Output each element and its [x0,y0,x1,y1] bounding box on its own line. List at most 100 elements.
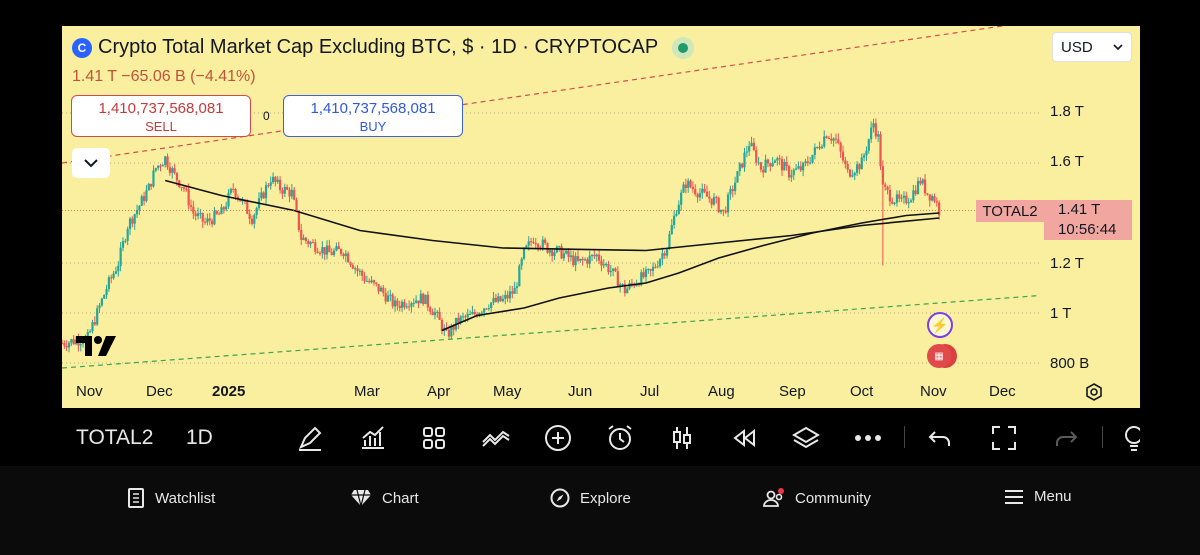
candle-down [919,180,922,184]
layers-icon[interactable] [790,422,822,454]
candle-up [757,162,760,164]
sell-button[interactable]: 1,410,737,568,081 SELL [71,95,251,137]
candle-up [386,295,390,302]
more-icon[interactable] [852,422,884,454]
ma-short-line [441,212,940,332]
candle-up [335,246,338,251]
candle-up [558,246,561,248]
us-event-flag-icon[interactable]: ▦ [927,344,951,368]
alert-clock-icon[interactable] [604,422,636,454]
candle-up [776,158,779,161]
candle-down [447,329,451,337]
candle-down [189,205,193,207]
candle-down [166,156,169,168]
nav-watchlist[interactable]: Watchlist [127,488,215,508]
undo-icon[interactable] [924,422,956,454]
candle-down [881,166,884,185]
indicators-icon[interactable] [356,422,388,454]
candle-up [309,242,312,245]
collapse-legend-button[interactable] [72,148,110,178]
nav-community[interactable]: Community [763,488,871,508]
time-axis-label: Dec [146,383,173,400]
candle-up [743,152,746,168]
time-axis-label: Dec [989,383,1016,400]
chart-settings-icon[interactable] [1085,383,1103,406]
replay-icon[interactable] [728,422,760,454]
lightning-event-icon[interactable]: ⚡ [927,312,953,338]
candle-up [912,190,915,201]
watchlist-icon [128,488,144,508]
candle-up [677,204,680,214]
candle-up [255,208,258,215]
candle-up [771,162,774,167]
candle-up [206,218,209,223]
nav-label: Chart [382,489,419,507]
candle-up [541,239,544,248]
nav-explore[interactable]: Explore [550,488,631,508]
chart-panel[interactable]: C Crypto Total Market Cap Excluding BTC,… [62,26,1140,408]
candle-up [433,312,437,316]
candle-up [680,192,683,205]
candle-down [168,167,171,173]
candle-up [393,300,397,307]
add-symbol-icon[interactable] [542,422,574,454]
candle-down [642,272,645,278]
candle-down [923,179,927,194]
candle-down [250,218,254,224]
candle-up [853,172,856,176]
candle-up [405,306,408,308]
candle-up [227,192,230,207]
fullscreen-icon[interactable] [988,422,1020,454]
candle-down [532,242,535,244]
currency-select[interactable]: USD [1052,32,1132,62]
candle-down [426,294,429,308]
candle-down [884,184,887,187]
candle-down [560,246,563,259]
candle-up [612,268,615,271]
candles-icon[interactable] [666,422,698,454]
price-axis-label: 800 B [1050,355,1090,372]
candle-down [787,166,791,178]
candle-down [464,316,467,318]
candle-up [569,255,573,258]
candle-down [150,183,153,187]
compare-icon[interactable] [480,422,512,454]
nav-label: Community [795,489,871,507]
candle-down [274,176,277,182]
hamburger-menu-icon [1005,489,1023,504]
candle-down [846,163,849,170]
candle-up [112,273,115,279]
candle-down [286,186,289,190]
candle-down [262,192,265,199]
toolbar-interval[interactable]: 1D [186,426,213,449]
redo-icon[interactable] [1050,422,1082,454]
candle-down [330,252,333,255]
candle-up [410,303,413,307]
candle-down [391,294,394,307]
candle-up [483,308,486,313]
candle-up [105,289,108,295]
candle-down [485,308,488,310]
layouts-icon[interactable] [418,422,450,454]
candle-down [755,149,758,163]
nav-menu[interactable]: Menu [1004,488,1072,505]
nav-chart[interactable]: Chart [350,488,419,508]
time-axis-label: Jul [640,383,660,400]
idea-lightbulb-icon[interactable] [1120,422,1140,454]
drawing-tools-icon[interactable] [294,422,326,454]
candle-up [729,189,732,195]
buy-button[interactable]: 1,410,737,568,081 BUY [283,95,463,137]
candle-down [159,165,162,167]
candle-up [745,151,748,153]
toolbar-symbol[interactable]: TOTAL2 [76,426,154,449]
ohlc-change: 1.41 T −65.06 B (−4.41%) [72,68,256,85]
candle-down [234,189,237,197]
candle-down [175,172,179,181]
candle-down [576,256,580,261]
candle-down [607,263,610,273]
candle-down [267,185,270,187]
candle-up [736,171,739,183]
chart-title[interactable]: Crypto Total Market Cap Excluding BTC, $… [98,36,659,58]
candle-down [368,280,371,283]
price-chart[interactable] [62,26,1140,408]
